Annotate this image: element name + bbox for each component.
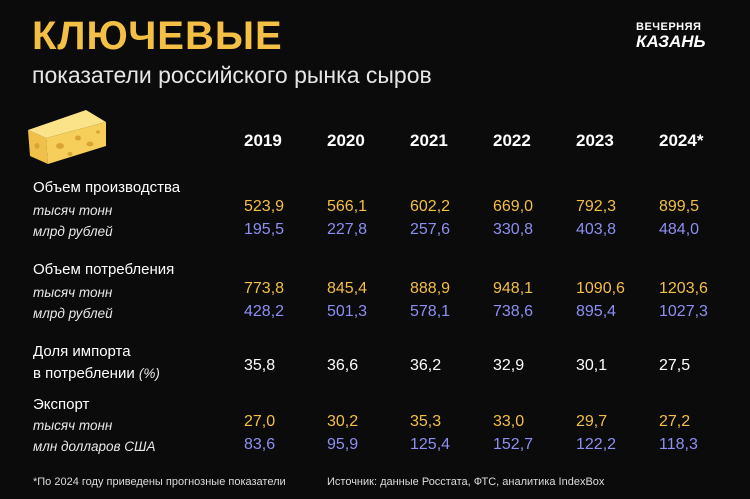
production-label: Объем производства [33, 179, 181, 196]
production-rub-2021: 257,6 [410, 221, 451, 238]
year-header-2023: 2023 [576, 131, 614, 150]
year-header-2024: 2024* [659, 131, 704, 150]
consumption-tons-2020: 845,4 [327, 280, 368, 297]
consumption-tons-2021: 888,9 [410, 280, 451, 297]
export-tons-2024: 27,2 [659, 413, 691, 430]
consumption-tons-2024: 1203,6 [659, 280, 708, 297]
production-tons-2020: 566,1 [327, 198, 368, 215]
consumption-label: Объем потребления [33, 261, 175, 278]
import-share-unit: (%) [138, 366, 160, 381]
production-tons-2022: 669,0 [493, 198, 534, 215]
consumption-unit-tons: тысяч тонн [33, 285, 113, 300]
production-rub-2020: 227,8 [327, 221, 368, 238]
logo-line-1: ВЕЧЕРНЯЯ [636, 21, 702, 33]
consumption-tons-2023: 1090,6 [576, 280, 625, 297]
import-share-2024: 27,5 [659, 357, 691, 374]
production-tons-2023: 792,3 [576, 198, 617, 215]
consumption-rub-2020: 501,3 [327, 303, 368, 320]
page-subtitle: показатели российского рынка сыров [32, 62, 432, 88]
import-share-2019: 35,8 [244, 357, 276, 374]
export-tons-2019: 27,0 [244, 413, 276, 430]
import-share-2020: 36,6 [327, 357, 359, 374]
import-share-2023: 30,1 [576, 357, 608, 374]
year-header-2021: 2021 [410, 131, 448, 150]
production-tons-2019: 523,9 [244, 198, 285, 215]
consumption-tons-2019: 773,8 [244, 280, 285, 297]
production-rub-2022: 330,8 [493, 221, 534, 238]
consumption-rub-2019: 428,2 [244, 303, 285, 320]
production-rub-2023: 403,8 [576, 221, 617, 238]
production-rub-2024: 484,0 [659, 221, 700, 238]
import-share-label: Доля импорта [33, 343, 131, 360]
production-tons-2021: 602,2 [410, 198, 451, 215]
publisher-logo: ВЕЧЕРНЯЯ КАЗАНЬ [636, 21, 708, 51]
production-rub-2019: 195,5 [244, 221, 285, 238]
footnote: *По 2024 году приведены прогнозные показ… [33, 476, 286, 488]
export-unit-tons: тысяч тонн [33, 418, 113, 433]
import-share-label-line-2: в потреблении (%) [33, 365, 160, 382]
production-unit-rub: млрд рублей [33, 224, 113, 239]
export-usd-2020: 95,9 [327, 436, 359, 453]
export-tons-2021: 35,3 [410, 413, 442, 430]
cheese-wedge-icon [28, 110, 106, 164]
consumption-rub-2023: 895,4 [576, 303, 617, 320]
page-title: КЛЮЧЕВЫЕ [32, 14, 283, 58]
import-share-2021: 36,2 [410, 357, 442, 374]
consumption-tons-2022: 948,1 [493, 280, 534, 297]
consumption-rub-2022: 738,6 [493, 303, 534, 320]
export-usd-2024: 118,3 [659, 436, 698, 453]
export-usd-2019: 83,6 [244, 436, 276, 453]
consumption-unit-rub: млрд рублей [33, 306, 113, 321]
import-share-label-text: в потреблении [33, 365, 135, 382]
year-header-2022: 2022 [493, 131, 531, 150]
import-share-2022: 32,9 [493, 357, 525, 374]
year-header-2020: 2020 [327, 131, 365, 150]
export-usd-2022: 152,7 [493, 436, 534, 453]
production-unit-tons: тысяч тонн [33, 203, 113, 218]
year-header-2019: 2019 [244, 131, 282, 150]
export-usd-2021: 125,4 [410, 436, 451, 453]
export-label: Экспорт [33, 396, 90, 413]
export-unit-usd: млн долларов США [33, 439, 156, 454]
source-note: Источник: данные Росстата, ФТС, аналитик… [327, 476, 605, 488]
production-tons-2024: 899,5 [659, 198, 700, 215]
logo-line-2: КАЗАНЬ [636, 32, 706, 51]
export-usd-2023: 122,2 [576, 436, 617, 453]
export-tons-2020: 30,2 [327, 413, 359, 430]
export-tons-2022: 33,0 [493, 413, 525, 430]
export-tons-2023: 29,7 [576, 413, 608, 430]
consumption-rub-2021: 578,1 [410, 303, 451, 320]
consumption-rub-2024: 1027,3 [659, 303, 708, 320]
